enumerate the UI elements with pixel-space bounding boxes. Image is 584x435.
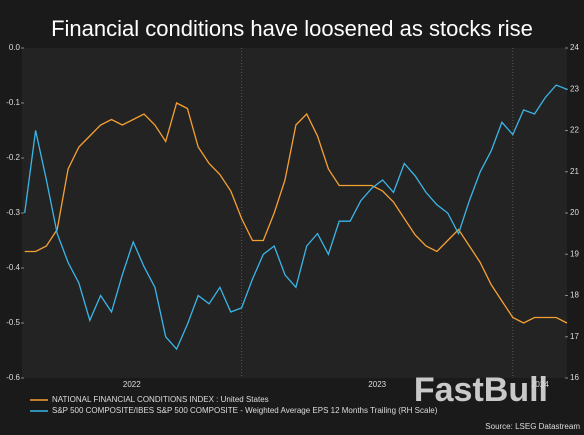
y2-tick-label: 24: [570, 43, 579, 52]
y-tick-label: 0.0: [9, 43, 21, 52]
watermark: FastBull: [414, 371, 548, 409]
y-tick-label: -0.5: [6, 318, 20, 327]
y2-tick-label: 16: [570, 373, 579, 382]
plot-area: [22, 48, 567, 378]
y2-tick-label: 21: [570, 167, 579, 176]
y-tick-label: -0.3: [6, 208, 20, 217]
y-tick-label: -0.2: [6, 153, 20, 162]
series-line: [24, 84, 568, 351]
legend-label: NATIONAL FINANCIAL CONDITIONS INDEX : Un…: [52, 395, 269, 404]
series-line: [24, 102, 568, 324]
x-tick-label: 2022: [123, 380, 141, 389]
chart-title: Financial conditions have loosened as st…: [51, 16, 533, 41]
y2-tick-label: 23: [570, 84, 579, 93]
y-tick-label: -0.4: [6, 263, 20, 272]
y2-tick-label: 18: [570, 291, 579, 300]
y2-tick-label: 22: [570, 126, 579, 135]
y-tick-label: -0.6: [6, 373, 20, 382]
x-tick-label: 2023: [368, 380, 386, 389]
x-tick-label: 2024: [531, 380, 549, 389]
y2-tick-label: 20: [570, 208, 579, 217]
legend-label: S&P 500 COMPOSITE/IBES S&P 500 COMPOSITE…: [52, 406, 438, 415]
y2-tick-label: 17: [570, 332, 579, 341]
y2-tick-label: 19: [570, 249, 579, 258]
source: Source: LSEG Datastream: [485, 422, 580, 431]
y-tick-label: -0.1: [6, 98, 20, 107]
